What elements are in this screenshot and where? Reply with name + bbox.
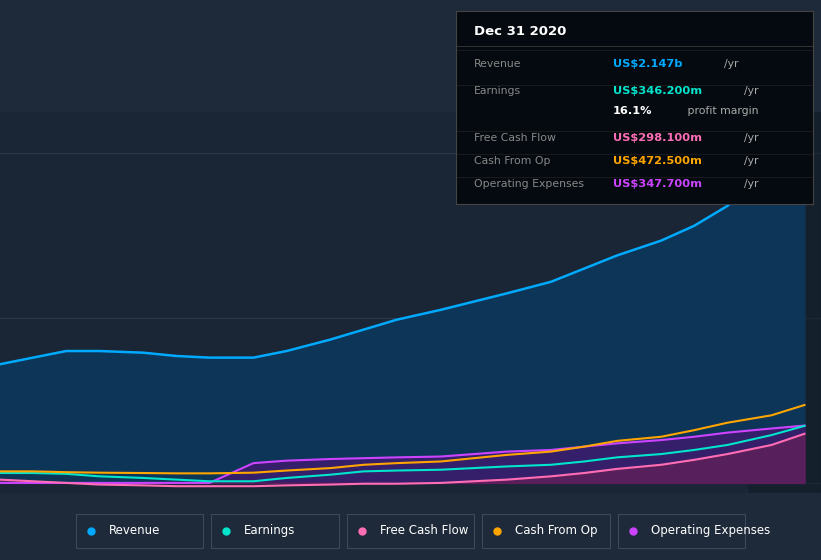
Text: Cash From Op: Cash From Op <box>516 524 598 537</box>
Text: Revenue: Revenue <box>108 524 160 537</box>
Text: /yr: /yr <box>744 86 759 96</box>
Text: /yr: /yr <box>744 133 759 143</box>
Text: /yr: /yr <box>744 179 759 189</box>
Text: US$346.200m: US$346.200m <box>612 86 702 96</box>
Text: Free Cash Flow: Free Cash Flow <box>474 133 555 143</box>
Text: US$472.500m: US$472.500m <box>612 156 702 166</box>
Text: Dec 31 2020: Dec 31 2020 <box>474 25 566 38</box>
Text: /yr: /yr <box>744 156 759 166</box>
Text: US$347.700m: US$347.700m <box>612 179 702 189</box>
Text: US$2.147b: US$2.147b <box>612 59 682 69</box>
Text: /yr: /yr <box>724 59 739 69</box>
Text: Free Cash Flow: Free Cash Flow <box>380 524 468 537</box>
Text: Revenue: Revenue <box>474 59 521 69</box>
Text: Earnings: Earnings <box>245 524 296 537</box>
Text: Operating Expenses: Operating Expenses <box>650 524 770 537</box>
Text: US$298.100m: US$298.100m <box>612 133 702 143</box>
Text: 16.1%: 16.1% <box>612 105 653 115</box>
Text: profit margin: profit margin <box>684 105 759 115</box>
Text: Earnings: Earnings <box>474 86 521 96</box>
Text: Cash From Op: Cash From Op <box>474 156 550 166</box>
Bar <box>750 112 821 493</box>
Text: Operating Expenses: Operating Expenses <box>474 179 584 189</box>
